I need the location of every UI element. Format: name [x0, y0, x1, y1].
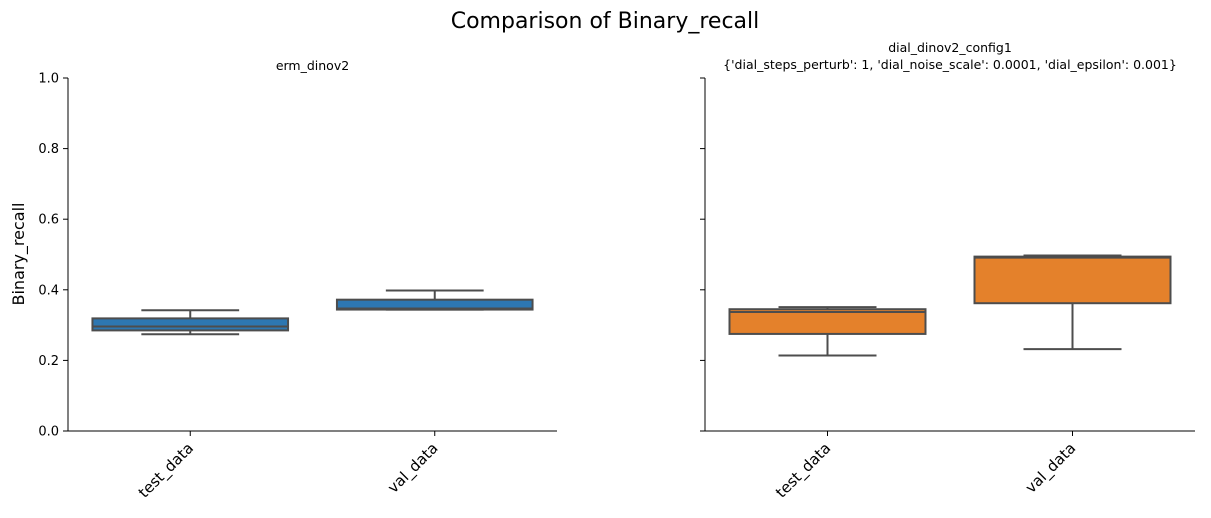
y-axis-label: Binary_recall	[9, 203, 29, 306]
y-tick-label: 1.0	[38, 72, 59, 87]
y-tick-label: 0.2	[38, 354, 59, 369]
box-test_data	[91, 317, 290, 332]
x-tick-label: val_data	[1022, 439, 1080, 497]
y-tick-label: 0.0	[38, 425, 59, 440]
y-tick-label: 0.4	[38, 283, 59, 298]
x-tick-label: val_data	[384, 439, 442, 497]
x-tick-label: test_data	[135, 439, 198, 502]
panel-1: 0.0 0.2 0.4 0.6 0.8 1.0 erm_dinov2 test_data val…	[38, 58, 557, 502]
box-val_data	[335, 298, 534, 311]
box-val_data	[973, 255, 1172, 305]
figure-title: Comparison of Binary_recall	[451, 9, 760, 34]
x-tick-label: test_data	[772, 439, 835, 502]
y-tick-label: 0.6	[38, 213, 59, 228]
panel-2: dial_dinov2_config1 {'dial_steps_perturb'…	[700, 40, 1195, 502]
panel-title: dial_dinov2_config1	[888, 40, 1012, 55]
box-test_data	[728, 308, 927, 335]
y-tick-label: 0.8	[38, 142, 59, 157]
panel-title: {'dial_steps_perturb': 1, 'dial_noise_sc…	[723, 57, 1177, 72]
panel-title: erm_dinov2	[276, 58, 349, 73]
